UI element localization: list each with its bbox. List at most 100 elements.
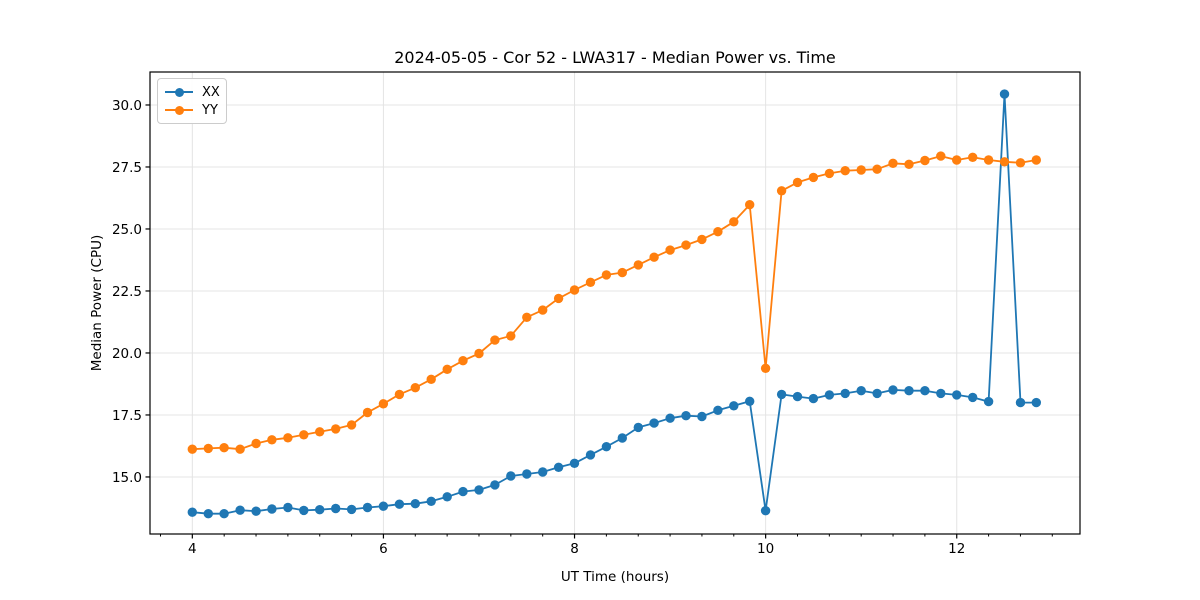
data-point-yy xyxy=(331,424,341,434)
data-point-xx xyxy=(952,390,962,400)
data-point-xx xyxy=(474,485,484,495)
y-tick-label: 30.0 xyxy=(112,98,142,114)
x-tick-label: 6 xyxy=(379,541,388,557)
data-point-xx xyxy=(617,433,627,443)
data-point-xx xyxy=(522,469,532,479)
y-tick-label: 25.0 xyxy=(112,222,142,238)
x-tick-label: 8 xyxy=(570,541,579,557)
data-point-xx xyxy=(792,391,803,402)
data-point-xx xyxy=(251,506,261,516)
data-point-xx xyxy=(776,389,787,400)
data-point-xx xyxy=(760,506,771,516)
data-point-yy xyxy=(776,186,787,196)
data-point-xx xyxy=(235,505,245,515)
data-point-xx xyxy=(824,390,835,400)
data-point-xx xyxy=(697,411,707,422)
data-point-yy xyxy=(426,374,436,384)
data-point-xx xyxy=(187,507,197,517)
data-point-xx xyxy=(331,503,341,514)
data-point-yy xyxy=(346,420,357,430)
data-point-yy xyxy=(490,335,500,345)
data-point-xx xyxy=(299,505,309,516)
y-tick-label: 20.0 xyxy=(112,346,142,362)
data-point-xx xyxy=(968,392,978,403)
y-tick-label: 22.5 xyxy=(112,284,142,300)
x-tick-label: 10 xyxy=(757,541,774,557)
data-point-yy xyxy=(983,155,994,165)
data-point-xx xyxy=(426,496,436,506)
data-point-yy xyxy=(538,305,548,315)
data-point-yy xyxy=(235,444,245,454)
data-point-xx xyxy=(267,504,277,514)
axes-spines xyxy=(149,71,1081,535)
data-point-yy xyxy=(1031,155,1042,165)
data-point-yy xyxy=(649,252,659,262)
data-point-yy xyxy=(219,443,229,453)
data-point-yy xyxy=(362,407,373,418)
data-point-xx xyxy=(999,89,1010,99)
data-point-yy xyxy=(665,245,675,255)
data-point-yy xyxy=(1015,158,1026,168)
data-point-yy xyxy=(267,435,277,445)
data-point-yy xyxy=(442,364,452,374)
data-point-xx xyxy=(378,501,389,511)
data-point-xx xyxy=(553,462,564,472)
data-point-xx xyxy=(904,386,914,396)
data-point-xx xyxy=(633,422,643,433)
data-point-xx xyxy=(410,499,420,509)
data-point-yy xyxy=(569,285,580,295)
data-point-xx xyxy=(569,458,580,468)
data-point-xx xyxy=(808,393,819,404)
legend-line-marker-xx-icon xyxy=(165,87,193,97)
data-point-yy xyxy=(585,277,596,287)
data-point-xx xyxy=(283,502,293,513)
data-point-yy xyxy=(840,166,850,176)
data-point-xx xyxy=(745,396,755,406)
data-point-xx xyxy=(936,388,946,399)
y-tick-label: 27.5 xyxy=(112,160,142,176)
legend-label-yy: YY xyxy=(202,102,218,118)
legend-line-marker-yy-icon xyxy=(165,105,193,115)
data-point-yy xyxy=(394,389,405,400)
data-point-xx xyxy=(506,471,516,481)
data-point-yy xyxy=(999,157,1010,167)
data-point-yy xyxy=(283,433,293,443)
data-point-yy xyxy=(315,427,325,437)
data-point-xx xyxy=(649,418,659,428)
data-point-yy xyxy=(808,172,819,183)
data-point-xx xyxy=(458,486,468,497)
data-point-xx xyxy=(442,492,452,502)
data-point-yy xyxy=(251,438,261,449)
data-point-xx xyxy=(840,388,850,399)
y-tick-label: 15.0 xyxy=(112,470,142,486)
data-point-xx xyxy=(315,505,325,515)
data-point-xx xyxy=(681,411,691,421)
data-point-yy xyxy=(681,240,691,250)
data-point-yy xyxy=(952,155,962,165)
data-point-yy xyxy=(617,267,627,278)
data-point-yy xyxy=(458,356,468,366)
y-tick-label: 17.5 xyxy=(112,408,142,424)
data-point-xx xyxy=(362,502,373,513)
x-axis-label: UT Time (hours) xyxy=(560,569,670,585)
data-point-yy xyxy=(936,151,946,161)
data-point-yy xyxy=(410,383,420,393)
data-point-xx xyxy=(203,509,213,519)
data-point-yy xyxy=(920,155,930,166)
data-point-yy xyxy=(697,234,707,245)
legend-entry-xx: XX xyxy=(165,83,220,101)
legend-entry-yy: YY xyxy=(165,101,218,119)
data-point-yy xyxy=(378,399,389,409)
data-point-yy xyxy=(187,444,197,454)
data-point-yy xyxy=(824,168,835,179)
data-point-xx xyxy=(888,385,898,395)
data-point-yy xyxy=(474,348,484,359)
series-line-yy xyxy=(192,155,1037,451)
data-point-yy xyxy=(522,312,532,322)
data-point-yy xyxy=(299,430,309,440)
x-tick-label: 12 xyxy=(948,541,965,557)
data-point-xx xyxy=(538,467,548,477)
data-point-xx xyxy=(346,504,357,515)
